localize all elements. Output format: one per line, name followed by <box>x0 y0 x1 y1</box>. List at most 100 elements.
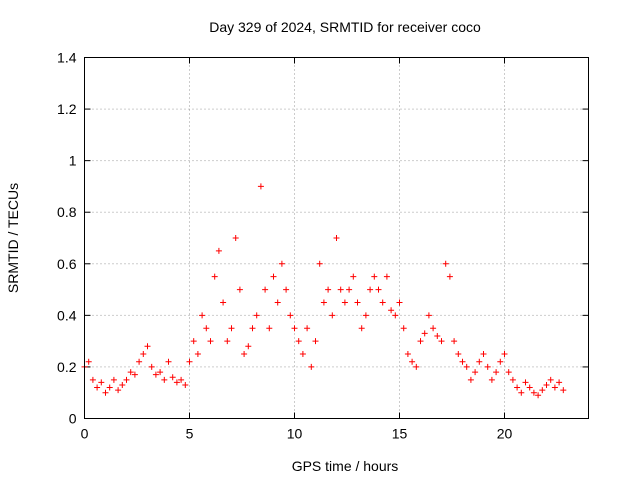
data-point <box>270 273 277 280</box>
x-tick-label: 5 <box>186 426 194 442</box>
data-point <box>224 338 231 345</box>
data-point <box>194 351 201 358</box>
data-point <box>522 379 529 386</box>
data-point <box>127 369 134 376</box>
data-point <box>182 381 189 388</box>
data-point <box>148 363 155 370</box>
data-point <box>169 374 176 381</box>
series-srmtid <box>81 183 567 399</box>
y-tick-label: 1.4 <box>57 50 77 66</box>
data-point <box>514 384 521 391</box>
data-point <box>509 376 516 383</box>
data-point <box>140 351 147 358</box>
data-point <box>362 312 369 319</box>
data-point <box>316 260 323 267</box>
data-point <box>89 376 96 383</box>
data-point <box>266 325 273 332</box>
grid-lines <box>84 57 589 419</box>
data-point <box>501 351 508 358</box>
data-point <box>455 351 462 358</box>
data-point <box>119 381 126 388</box>
y-tick-label: 0.4 <box>57 307 77 323</box>
data-point <box>161 376 168 383</box>
data-point <box>476 358 483 365</box>
data-point <box>304 325 311 332</box>
data-point <box>367 286 374 293</box>
data-point <box>539 387 546 394</box>
data-point <box>220 299 227 306</box>
data-point <box>459 358 466 365</box>
x-axis-label: GPS time / hours <box>292 458 399 474</box>
y-tick-label: 1 <box>69 153 77 169</box>
data-point <box>274 299 281 306</box>
data-point <box>480 351 487 358</box>
data-point <box>329 312 336 319</box>
data-point <box>497 358 504 365</box>
data-point <box>278 260 285 267</box>
data-point <box>253 312 260 319</box>
data-point <box>350 273 357 280</box>
data-point <box>383 273 390 280</box>
data-point <box>467 376 474 383</box>
chart-title: Day 329 of 2024, SRMTID for receiver coc… <box>209 19 481 35</box>
data-point <box>463 363 470 370</box>
x-tick-label: 0 <box>81 426 89 442</box>
x-tick-label: 15 <box>392 426 408 442</box>
data-point <box>354 299 361 306</box>
data-point <box>232 235 239 241</box>
data-point <box>115 387 122 394</box>
data-point <box>199 312 206 319</box>
y-tick-label: 0.6 <box>57 256 77 272</box>
data-point <box>312 338 319 345</box>
data-point <box>505 369 512 376</box>
x-tick-label: 20 <box>497 426 513 442</box>
data-point <box>215 247 222 254</box>
data-point <box>430 325 437 332</box>
data-point <box>493 369 500 376</box>
data-point <box>283 286 290 293</box>
data-point <box>308 363 315 370</box>
y-tick-label: 0.8 <box>57 204 77 220</box>
data-point <box>211 273 218 280</box>
data-point <box>400 325 407 332</box>
y-axis-label: SRMTID / TECUs <box>5 183 21 293</box>
data-point <box>409 358 416 365</box>
data-point <box>106 384 113 391</box>
data-point <box>325 286 332 293</box>
data-point <box>446 273 453 280</box>
y-tick-label: 0 <box>69 411 77 427</box>
data-point <box>337 286 344 293</box>
y-tick-label: 1.2 <box>57 101 77 117</box>
data-point <box>295 338 302 345</box>
data-point <box>152 371 159 378</box>
data-point <box>518 389 525 396</box>
data-point <box>157 369 164 376</box>
data-point <box>241 351 248 358</box>
data-point <box>110 376 117 383</box>
data-point <box>123 376 130 383</box>
data-point <box>94 384 101 391</box>
data-point <box>85 358 92 365</box>
data-point <box>417 338 424 345</box>
data-point <box>392 312 399 319</box>
data-point <box>547 376 554 383</box>
data-point <box>186 358 193 365</box>
data-point <box>396 299 403 306</box>
data-point <box>102 389 109 396</box>
data-point <box>442 260 449 267</box>
data-point <box>484 363 491 370</box>
data-point <box>535 392 542 399</box>
data-point <box>358 325 365 332</box>
data-point <box>178 376 185 383</box>
data-point <box>421 330 428 337</box>
data-point <box>299 351 306 358</box>
plot-frame <box>84 57 589 419</box>
data-point <box>451 338 458 345</box>
data-point <box>207 338 214 345</box>
data-point <box>346 286 353 293</box>
data-point <box>413 363 420 370</box>
data-point <box>144 343 151 350</box>
data-point <box>320 299 327 306</box>
